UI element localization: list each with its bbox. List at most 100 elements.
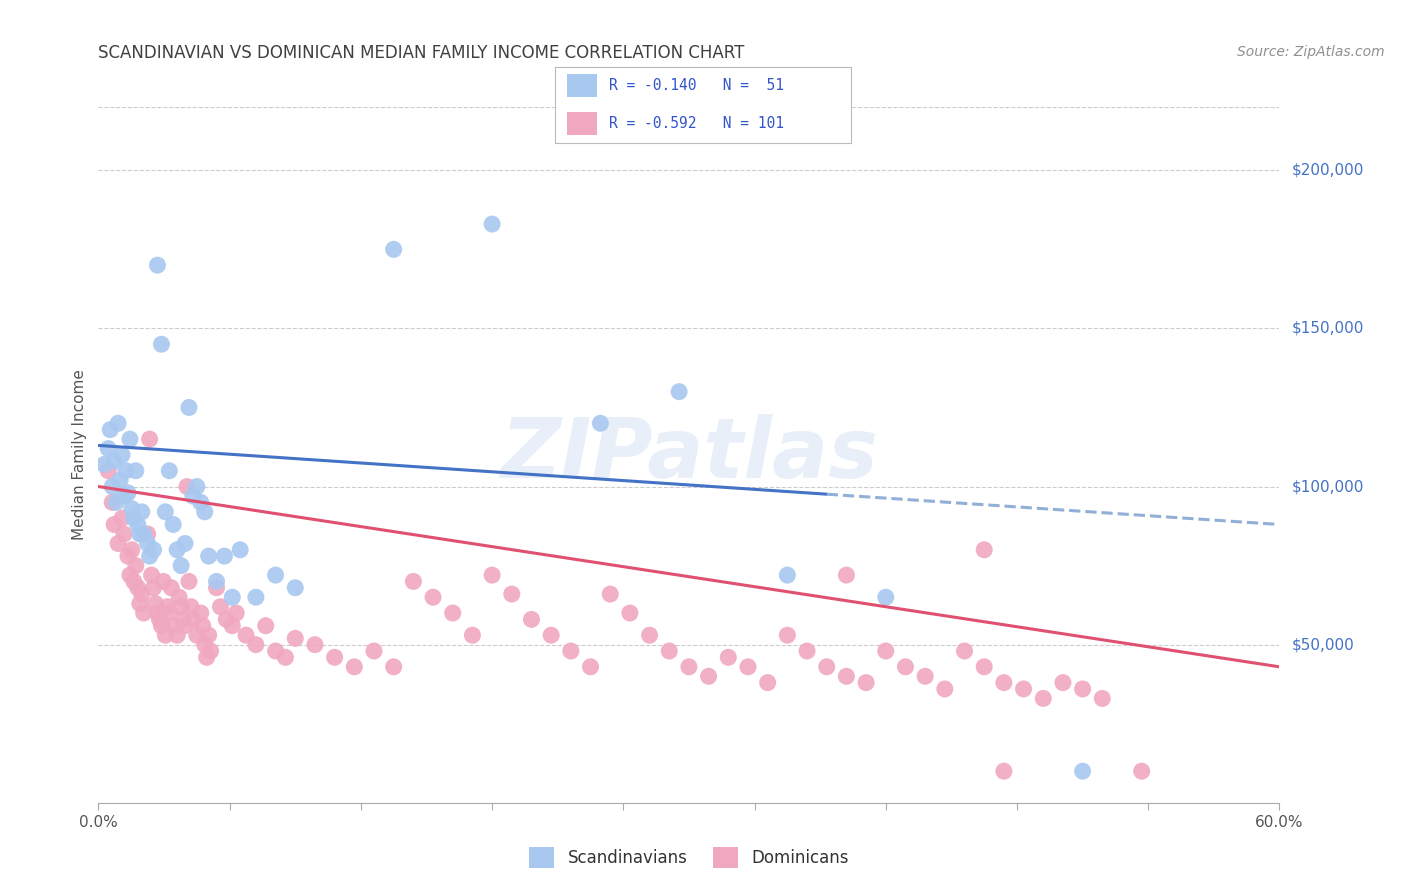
Text: SCANDINAVIAN VS DOMINICAN MEDIAN FAMILY INCOME CORRELATION CHART: SCANDINAVIAN VS DOMINICAN MEDIAN FAMILY … xyxy=(98,45,745,62)
Point xyxy=(125,464,148,478)
Point xyxy=(993,675,1015,690)
Point xyxy=(209,599,232,614)
Point xyxy=(121,501,143,516)
Point xyxy=(194,505,217,519)
Point xyxy=(221,618,243,632)
Point xyxy=(117,549,139,563)
Point xyxy=(97,464,120,478)
Point xyxy=(200,644,222,658)
Point xyxy=(245,638,267,652)
Legend: Scandinavians, Dominicans: Scandinavians, Dominicans xyxy=(523,841,855,874)
Point xyxy=(796,644,818,658)
Point xyxy=(245,591,267,605)
Point xyxy=(197,628,219,642)
Point xyxy=(160,581,183,595)
Point xyxy=(481,568,503,582)
Point xyxy=(162,517,184,532)
Point xyxy=(155,628,177,642)
Point xyxy=(205,581,228,595)
Point xyxy=(98,423,121,437)
Point xyxy=(382,243,405,257)
Point xyxy=(402,574,425,589)
Point xyxy=(619,606,641,620)
Point xyxy=(166,628,188,642)
Point xyxy=(162,618,184,632)
Point xyxy=(235,628,257,642)
Point xyxy=(136,536,159,550)
Point xyxy=(146,258,169,272)
Point xyxy=(481,217,503,231)
Point xyxy=(177,574,200,589)
Point xyxy=(1012,681,1035,696)
Point xyxy=(103,517,125,532)
Point xyxy=(855,675,877,690)
Point xyxy=(599,587,621,601)
Point xyxy=(953,644,976,658)
Point xyxy=(264,644,287,658)
Point xyxy=(181,612,204,626)
Point xyxy=(157,606,180,620)
Point xyxy=(363,644,385,658)
Point xyxy=(107,536,129,550)
Point xyxy=(215,612,238,626)
Point xyxy=(127,581,149,595)
Text: R = -0.140   N =  51: R = -0.140 N = 51 xyxy=(609,78,783,94)
Point xyxy=(894,660,917,674)
Point xyxy=(284,632,307,646)
Point xyxy=(111,448,134,462)
Point xyxy=(121,542,143,557)
Point xyxy=(155,505,177,519)
Point xyxy=(875,644,897,658)
Point xyxy=(815,660,838,674)
Point xyxy=(180,599,202,614)
Point xyxy=(136,527,159,541)
Point xyxy=(934,681,956,696)
Point xyxy=(264,568,287,582)
Point xyxy=(167,591,190,605)
Point xyxy=(221,591,243,605)
Point xyxy=(658,644,681,658)
Point xyxy=(776,628,799,642)
Point xyxy=(142,542,165,557)
Point xyxy=(176,479,198,493)
Point xyxy=(274,650,297,665)
Point xyxy=(156,599,179,614)
Point xyxy=(205,574,228,589)
Point xyxy=(284,581,307,595)
Point xyxy=(717,650,740,665)
Point xyxy=(177,401,200,415)
Point xyxy=(125,558,148,573)
Point xyxy=(875,591,897,605)
Point xyxy=(118,432,141,446)
Point xyxy=(108,473,131,487)
Point xyxy=(117,486,139,500)
Point xyxy=(195,650,218,665)
Point xyxy=(118,568,141,582)
Point xyxy=(122,574,145,589)
Point xyxy=(194,638,217,652)
Point xyxy=(776,568,799,582)
Point xyxy=(520,612,543,626)
Point xyxy=(157,464,180,478)
Point xyxy=(170,558,193,573)
Point xyxy=(229,542,252,557)
Y-axis label: Median Family Income: Median Family Income xyxy=(72,369,87,541)
Text: Source: ZipAtlas.com: Source: ZipAtlas.com xyxy=(1237,45,1385,59)
Point xyxy=(197,549,219,563)
Point xyxy=(254,618,277,632)
Point xyxy=(142,581,165,595)
Point xyxy=(112,527,135,541)
Point xyxy=(678,660,700,674)
Point xyxy=(150,337,173,351)
FancyBboxPatch shape xyxy=(567,75,596,97)
Point xyxy=(579,660,602,674)
Point xyxy=(131,505,153,519)
Point xyxy=(172,612,194,626)
Point xyxy=(835,568,858,582)
Point xyxy=(138,432,160,446)
Point xyxy=(181,489,204,503)
Point xyxy=(697,669,720,683)
FancyBboxPatch shape xyxy=(567,112,596,136)
Point xyxy=(166,542,188,557)
Point xyxy=(1032,691,1054,706)
